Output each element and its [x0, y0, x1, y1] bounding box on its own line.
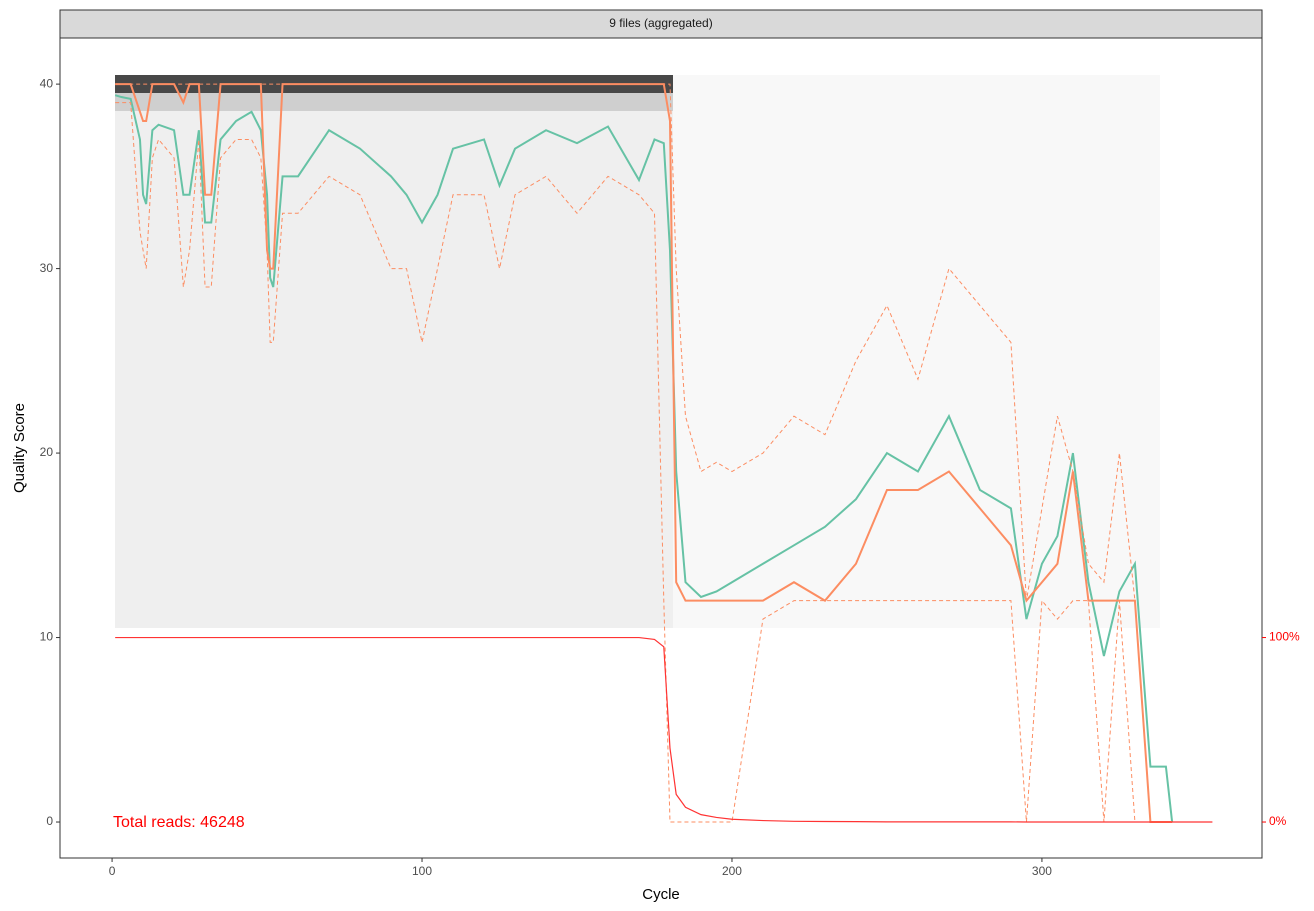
x-tick-label: 0 [109, 864, 116, 878]
heatmap-band [115, 93, 673, 111]
heatmap [115, 75, 673, 628]
y2-tick-label: 0% [1269, 814, 1287, 828]
y-tick-label: 10 [40, 630, 54, 644]
series-line [114, 94, 1174, 823]
annotation: Total reads: 46248 [113, 814, 245, 831]
x-axis-title: Cycle [642, 886, 680, 903]
series-line [115, 83, 1173, 823]
heatmap-sparse [673, 75, 1160, 628]
y-tick-label: 40 [40, 76, 54, 90]
y2-tick-label: 100% [1269, 630, 1300, 644]
x-tick-label: 300 [1032, 864, 1052, 878]
series-line [115, 636, 1213, 823]
strip [59, 9, 1263, 39]
strip-label: 9 files (aggregated) [609, 16, 712, 30]
y-tick-label: 0 [46, 814, 53, 828]
x-tick-label: 200 [722, 864, 742, 878]
y-tick-label: 30 [40, 261, 54, 275]
y-tick-label: 20 [40, 445, 54, 459]
panel-border [59, 37, 1263, 859]
x-tick-label: 100 [412, 864, 432, 878]
y-axis-title: Quality Score [11, 403, 28, 493]
series-line [115, 102, 1173, 823]
